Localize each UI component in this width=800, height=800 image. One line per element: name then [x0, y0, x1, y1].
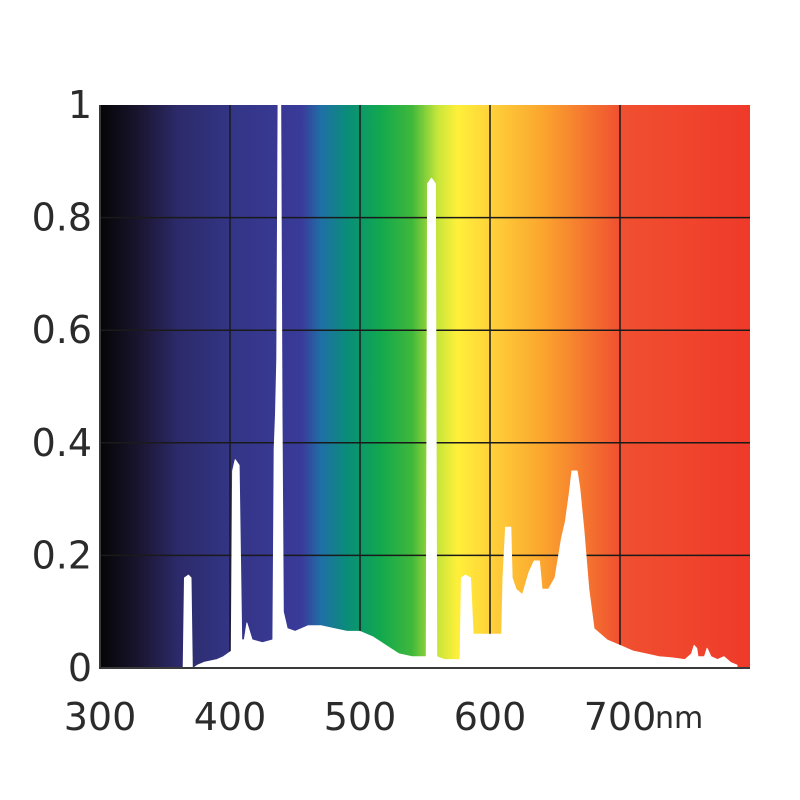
grid — [100, 105, 750, 668]
x-tick-label: 400 — [194, 695, 267, 739]
y-tick-label: 0 — [68, 646, 92, 690]
y-tick-label: 0.8 — [32, 196, 92, 240]
x-axis-unit: nm — [655, 701, 703, 736]
x-axis-ticks: 300 400 500 600 700 — [64, 695, 657, 739]
axes — [99, 105, 750, 669]
y-tick-label: 0.4 — [32, 421, 92, 465]
x-tick-label: 600 — [454, 695, 527, 739]
y-tick-label: 0.6 — [32, 308, 92, 352]
plot-area — [100, 105, 750, 668]
x-tick-label: 500 — [324, 695, 397, 739]
x-tick-label: 300 — [64, 695, 137, 739]
y-tick-label: 1 — [68, 83, 92, 127]
y-axis-ticks: 0 0.2 0.4 0.6 0.8 1 — [32, 83, 92, 690]
y-tick-label: 0.2 — [32, 533, 92, 577]
emission-spectrum-area — [182, 105, 738, 668]
x-tick-label: 700 — [584, 695, 657, 739]
spectrum-background — [100, 105, 750, 668]
